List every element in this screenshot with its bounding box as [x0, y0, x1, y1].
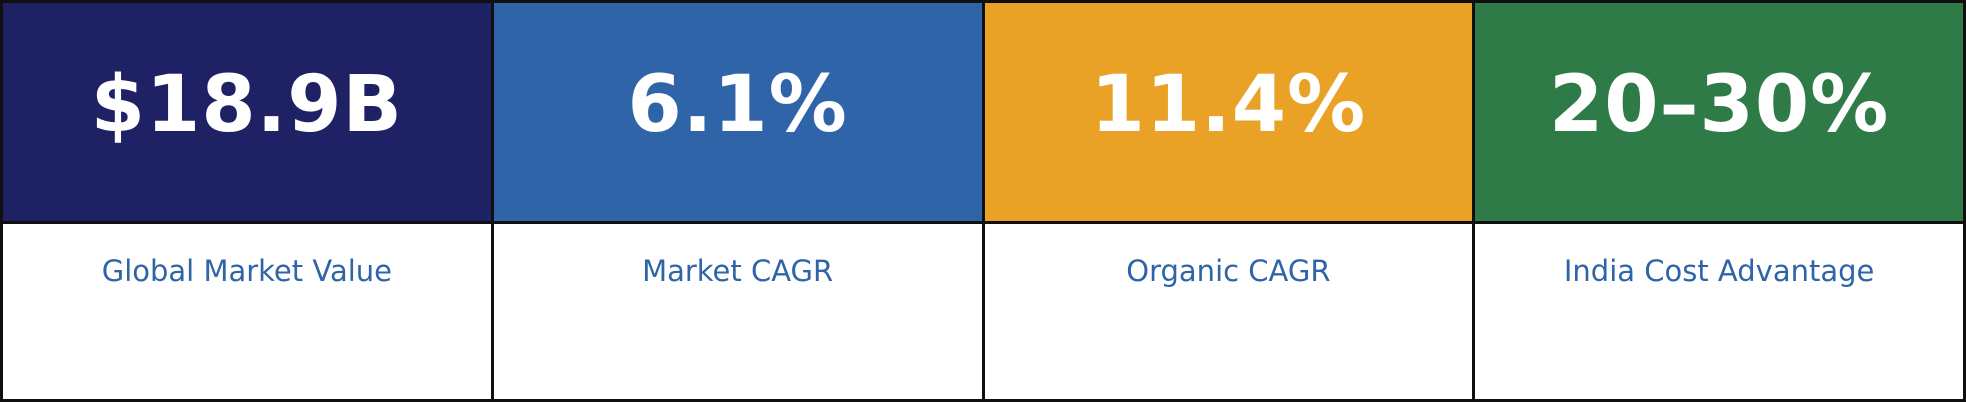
stat-label-cell-market-cagr: Market CAGR: [493, 224, 982, 399]
stat-value: 20–30%: [1549, 60, 1890, 150]
stat-label: Organic CAGR: [1126, 254, 1331, 288]
stat-value: 6.1%: [627, 60, 848, 150]
stat-label-cell-india-cost-advantage: India Cost Advantage: [1475, 224, 1963, 399]
stat-label-cell-organic-cagr: Organic CAGR: [984, 224, 1473, 399]
stat-value: $18.9B: [90, 60, 403, 150]
stat-label: Global Market Value: [101, 254, 393, 288]
stat-value-cell-india-cost-advantage: 20–30%: [1475, 3, 1963, 221]
stat-label: Market CAGR: [642, 254, 834, 288]
stat-value-cell-market-cagr: 6.1%: [493, 3, 982, 221]
stat-value: 11.4%: [1090, 60, 1367, 150]
stat-value-cell-organic-cagr: 11.4%: [984, 3, 1473, 221]
stat-label: India Cost Advantage: [1563, 254, 1875, 288]
stat-value-cell-global-market-value: $18.9B: [3, 3, 491, 221]
stat-label-cell-global-market-value: Global Market Value: [3, 224, 491, 399]
